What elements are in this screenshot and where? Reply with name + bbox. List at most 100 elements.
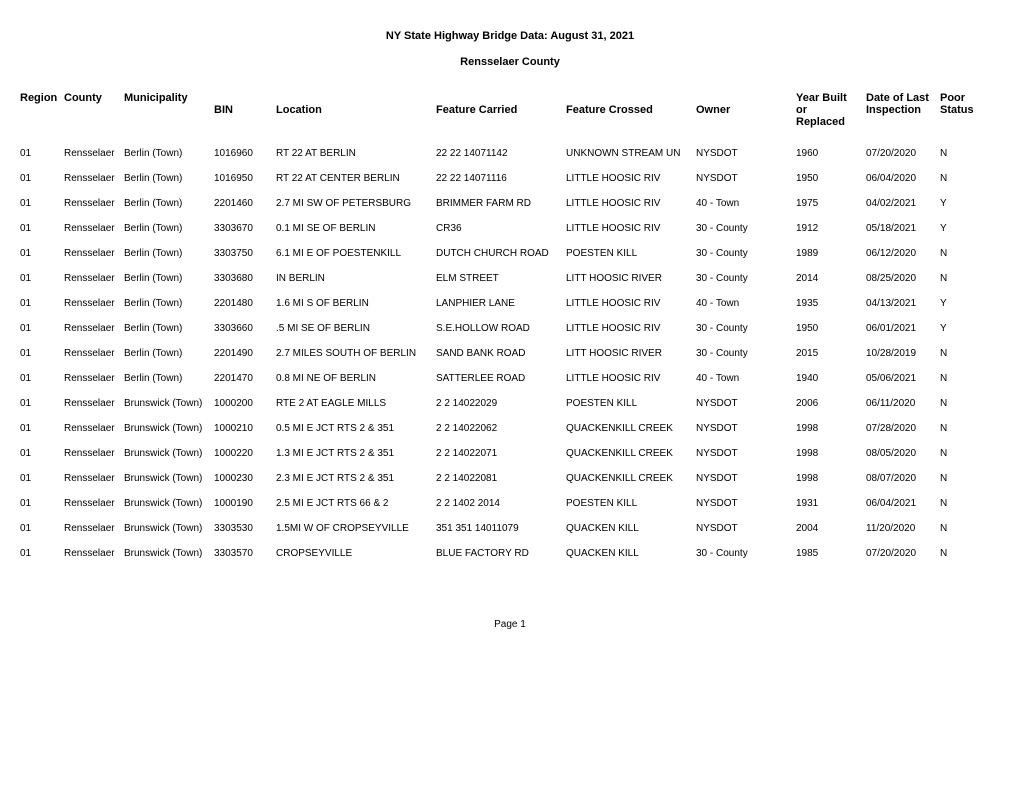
table-row: 01RensselaerBerlin (Town)22014700.8 MI N… [20, 373, 1000, 384]
cell-poor: N [940, 373, 984, 384]
cell-bin: 1000200 [214, 398, 276, 409]
cell-location: RTE 2 AT EAGLE MILLS [276, 398, 436, 409]
cell-year: 1998 [796, 448, 866, 459]
cell-bin: 1000190 [214, 498, 276, 509]
cell-owner: NYSDOT [696, 448, 796, 459]
cell-region: 01 [20, 348, 64, 359]
page-subtitle: Rensselaer County [20, 56, 1000, 68]
cell-municipality: Berlin (Town) [124, 373, 214, 384]
cell-municipality: Berlin (Town) [124, 323, 214, 334]
cell-year: 1912 [796, 223, 866, 234]
cell-county: Rensselaer [64, 498, 124, 509]
cell-feature-crossed: QUACKENKILL CREEK [566, 448, 696, 459]
cell-municipality: Brunswick (Town) [124, 448, 214, 459]
cell-location: 1.5MI W OF CROPSEYVILLE [276, 523, 436, 534]
cell-feature-crossed: QUACKEN KILL [566, 548, 696, 559]
cell-year: 1950 [796, 323, 866, 334]
cell-region: 01 [20, 473, 64, 484]
table-row: 01RensselaerBrunswick (Town)3303570CROPS… [20, 548, 1000, 559]
table-row: 01RensselaerBerlin (Town)3303680IN BERLI… [20, 273, 1000, 284]
cell-feature-carried: ELM STREET [436, 273, 566, 284]
cell-owner: NYSDOT [696, 523, 796, 534]
cell-bin: 1000220 [214, 448, 276, 459]
cell-feature-crossed: LITT HOOSIC RIVER [566, 273, 696, 284]
cell-region: 01 [20, 548, 64, 559]
cell-feature-carried: 2 2 14022029 [436, 398, 566, 409]
cell-municipality: Brunswick (Town) [124, 398, 214, 409]
cell-location: 1.6 MI S OF BERLIN [276, 298, 436, 309]
table-row: 01RensselaerBerlin (Town)3303660.5 MI SE… [20, 323, 1000, 334]
cell-feature-carried: 22 22 14071142 [436, 148, 566, 159]
cell-poor: Y [940, 298, 984, 309]
cell-municipality: Berlin (Town) [124, 273, 214, 284]
cell-year: 1960 [796, 148, 866, 159]
cell-feature-crossed: QUACKENKILL CREEK [566, 473, 696, 484]
cell-feature-carried: 2 2 14022071 [436, 448, 566, 459]
cell-owner: 40 - Town [696, 298, 796, 309]
cell-region: 01 [20, 373, 64, 384]
cell-municipality: Berlin (Town) [124, 173, 214, 184]
col-poor: Poor Status [940, 92, 984, 116]
cell-location: 2.7 MILES SOUTH OF BERLIN [276, 348, 436, 359]
cell-feature-carried: BRIMMER FARM RD [436, 198, 566, 209]
cell-municipality: Berlin (Town) [124, 248, 214, 259]
cell-poor: N [940, 548, 984, 559]
cell-feature-carried: 22 22 14071116 [436, 173, 566, 184]
cell-date: 08/25/2020 [866, 273, 940, 284]
cell-county: Rensselaer [64, 223, 124, 234]
cell-feature-crossed: LITTLE HOOSIC RIV [566, 298, 696, 309]
cell-date: 08/05/2020 [866, 448, 940, 459]
cell-municipality: Brunswick (Town) [124, 498, 214, 509]
cell-feature-carried: LANPHIER LANE [436, 298, 566, 309]
cell-region: 01 [20, 448, 64, 459]
cell-county: Rensselaer [64, 523, 124, 534]
cell-feature-crossed: LITTLE HOOSIC RIV [566, 173, 696, 184]
cell-bin: 3303530 [214, 523, 276, 534]
cell-bin: 1016950 [214, 173, 276, 184]
cell-poor: N [940, 348, 984, 359]
cell-region: 01 [20, 398, 64, 409]
cell-year: 2014 [796, 273, 866, 284]
cell-location: .5 MI SE OF BERLIN [276, 323, 436, 334]
cell-owner: NYSDOT [696, 148, 796, 159]
cell-region: 01 [20, 498, 64, 509]
col-date: Date of Last Inspection [866, 92, 940, 116]
cell-feature-carried: CR36 [436, 223, 566, 234]
cell-year: 1950 [796, 173, 866, 184]
cell-bin: 3303570 [214, 548, 276, 559]
cell-location: 2.3 MI E JCT RTS 2 & 351 [276, 473, 436, 484]
cell-feature-crossed: UNKNOWN STREAM UN [566, 148, 696, 159]
cell-year: 1985 [796, 548, 866, 559]
cell-region: 01 [20, 248, 64, 259]
cell-feature-crossed: LITTLE HOOSIC RIV [566, 223, 696, 234]
cell-bin: 3303670 [214, 223, 276, 234]
cell-feature-carried: 2 2 14022081 [436, 473, 566, 484]
cell-municipality: Brunswick (Town) [124, 523, 214, 534]
cell-feature-crossed: QUACKENKILL CREEK [566, 423, 696, 434]
cell-location: 6.1 MI E OF POESTENKILL [276, 248, 436, 259]
cell-owner: NYSDOT [696, 173, 796, 184]
table-row: 01RensselaerBrunswick (Town)10001902.5 M… [20, 498, 1000, 509]
cell-county: Rensselaer [64, 373, 124, 384]
cell-feature-crossed: QUACKEN KILL [566, 523, 696, 534]
table-body: 01RensselaerBerlin (Town)1016960RT 22 AT… [20, 148, 1000, 559]
table-row: 01RensselaerBerlin (Town)33037506.1 MI E… [20, 248, 1000, 259]
cell-bin: 2201470 [214, 373, 276, 384]
cell-feature-crossed: LITTLE HOOSIC RIV [566, 323, 696, 334]
cell-feature-carried: SAND BANK ROAD [436, 348, 566, 359]
table-row: 01RensselaerBerlin (Town)1016960RT 22 AT… [20, 148, 1000, 159]
cell-year: 1975 [796, 198, 866, 209]
cell-bin: 2201460 [214, 198, 276, 209]
cell-owner: 30 - County [696, 323, 796, 334]
cell-county: Rensselaer [64, 298, 124, 309]
cell-year: 2004 [796, 523, 866, 534]
cell-municipality: Brunswick (Town) [124, 548, 214, 559]
cell-location: RT 22 AT BERLIN [276, 148, 436, 159]
cell-region: 01 [20, 523, 64, 534]
cell-year: 2015 [796, 348, 866, 359]
cell-feature-crossed: POESTEN KILL [566, 498, 696, 509]
cell-location: RT 22 AT CENTER BERLIN [276, 173, 436, 184]
cell-date: 07/28/2020 [866, 423, 940, 434]
cell-municipality: Brunswick (Town) [124, 423, 214, 434]
cell-owner: 30 - County [696, 348, 796, 359]
